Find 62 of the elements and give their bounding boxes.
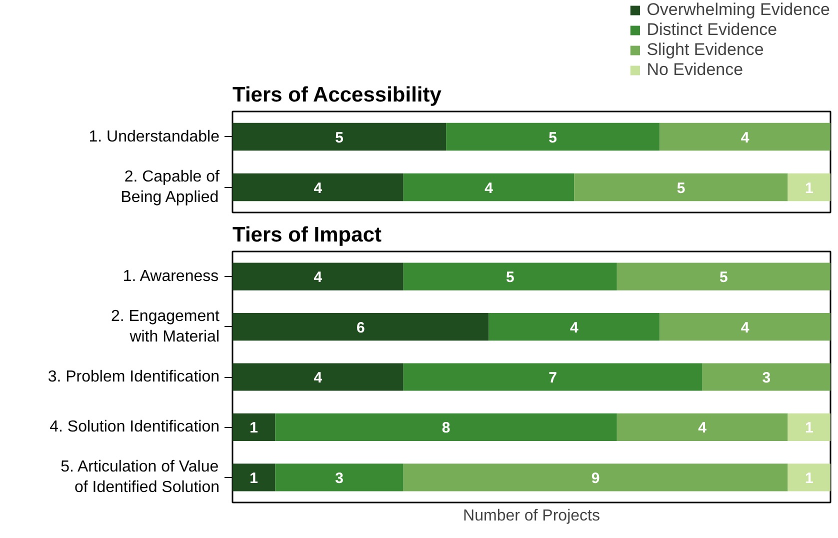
y-tick-label: 1. Awareness bbox=[122, 268, 219, 286]
data-label: 4 bbox=[740, 319, 750, 336]
bar bbox=[660, 312, 830, 341]
bar bbox=[446, 122, 660, 151]
bar bbox=[232, 173, 404, 202]
bar bbox=[232, 262, 404, 290]
data-label: 6 bbox=[356, 319, 365, 336]
bar bbox=[275, 413, 617, 442]
bar bbox=[788, 464, 830, 492]
bar bbox=[232, 464, 276, 492]
data-label: 3 bbox=[335, 470, 344, 487]
legend-label: Slight Evidence bbox=[646, 40, 764, 60]
data-label: 1 bbox=[804, 420, 814, 437]
legend-label: Overwhelming Evidence bbox=[646, 0, 830, 20]
bar bbox=[403, 363, 702, 391]
data-label: 4 bbox=[314, 269, 323, 286]
data-label: 5 bbox=[720, 269, 728, 286]
bar bbox=[616, 262, 830, 290]
data-label: 4 bbox=[314, 180, 323, 197]
bar bbox=[403, 173, 574, 202]
data-label: 5 bbox=[506, 269, 514, 286]
bar bbox=[788, 413, 830, 442]
data-label: 9 bbox=[591, 470, 600, 487]
bar bbox=[403, 464, 788, 492]
data-label: 4 bbox=[698, 420, 708, 437]
bar bbox=[403, 262, 617, 290]
y-tick-label: 2. Capable of Being Applied bbox=[120, 168, 220, 206]
data-label: 1 bbox=[804, 180, 814, 197]
y-tick-label: 4. Solution Identification bbox=[50, 418, 220, 436]
bar bbox=[232, 122, 446, 151]
data-label: 5 bbox=[676, 180, 686, 197]
bar bbox=[488, 312, 660, 341]
chart-title: Tiers of Accessibility bbox=[232, 84, 442, 106]
legend-label: No Evidence bbox=[646, 60, 744, 78]
data-label: 7 bbox=[548, 370, 558, 386]
bar bbox=[702, 363, 830, 391]
bar bbox=[616, 413, 788, 442]
y-tick-label: 2. Engagement with Material bbox=[110, 308, 220, 346]
data-label: 3 bbox=[762, 370, 771, 386]
data-label: 8 bbox=[442, 420, 450, 437]
data-label: 1 bbox=[250, 470, 258, 487]
x-axis-title: Number of Projects bbox=[463, 508, 600, 524]
bar bbox=[232, 363, 404, 391]
bar bbox=[660, 122, 830, 151]
data-label: 1 bbox=[804, 470, 814, 487]
y-tick-label: 1. Understandable bbox=[88, 128, 220, 146]
data-label: 5 bbox=[548, 129, 558, 146]
bar bbox=[232, 312, 489, 341]
chart-title: Tiers of Impact bbox=[232, 224, 382, 246]
legend-label: Distinct Evidence bbox=[646, 20, 778, 40]
y-tick-label: 5. Articulation of Value of Identified Solution bbox=[60, 458, 220, 496]
data-label: 5 bbox=[335, 129, 344, 146]
y-tick-label: 3. Problem Identification bbox=[48, 368, 220, 386]
bar bbox=[232, 413, 276, 442]
data-label: 4 bbox=[484, 180, 494, 197]
bar bbox=[275, 464, 404, 492]
data-label: 1 bbox=[250, 420, 258, 437]
bar bbox=[574, 173, 788, 202]
data-label: 4 bbox=[570, 319, 580, 336]
data-label: 4 bbox=[314, 370, 323, 386]
bar bbox=[788, 173, 830, 202]
data-label: 4 bbox=[740, 129, 750, 146]
